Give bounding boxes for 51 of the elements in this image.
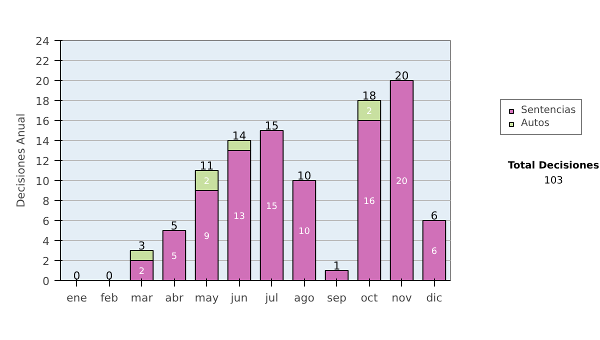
total-label: 20 [394, 70, 409, 82]
y-tick-label: 6 [42, 215, 50, 228]
y-tick-label: 4 [42, 235, 50, 248]
y-tick-label: 8 [42, 195, 50, 208]
y-axis-title: Decisiones Anual [14, 113, 28, 208]
y-tick-label: 22 [36, 55, 50, 68]
data-label: 2 [204, 177, 210, 187]
x-tick-label: sep [327, 292, 347, 304]
y-tick-label: 20 [36, 75, 50, 88]
x-tick-label: jun [230, 292, 248, 304]
x-tick-label: jul [264, 292, 278, 304]
legend-label: Sentencias [521, 105, 576, 116]
x-tick-label: may [194, 292, 220, 304]
data-label: 10 [298, 227, 310, 237]
y-tick-label: 2 [42, 255, 50, 268]
total-label: 1 [333, 260, 340, 272]
data-label: 2 [366, 107, 372, 117]
text: Total Decisiones [508, 160, 600, 172]
total-label: 14 [232, 130, 246, 142]
total-label: 5 [170, 220, 178, 232]
y-tick-label: 16 [36, 115, 50, 128]
x-tick-label: ene [66, 292, 88, 304]
total-label: 3 [138, 240, 146, 252]
y-tick-label: 18 [36, 95, 50, 108]
text: 103 [544, 176, 564, 187]
data-label: 2 [138, 267, 145, 277]
x-tick-label: dic [426, 292, 442, 304]
x-tick-label: mar [130, 292, 154, 304]
y-tick-label: 12 [36, 155, 50, 168]
total-label: 11 [200, 160, 214, 172]
total-label: 15 [264, 120, 279, 132]
data-label: 9 [204, 232, 210, 242]
total-label: 18 [362, 90, 376, 102]
data-label: 5 [171, 252, 178, 262]
y-tick-label: 0 [42, 275, 50, 288]
y-tick-label: 14 [36, 135, 50, 148]
data-label: 16 [364, 197, 376, 207]
total-label: 6 [430, 210, 438, 222]
x-tick-label: abr [165, 292, 184, 304]
y-tick-label: 24 [36, 35, 50, 48]
legend-label: Autos [521, 118, 550, 129]
data-label: 13 [234, 212, 245, 222]
data-label: 6 [431, 247, 438, 257]
data-label: 20 [396, 177, 408, 187]
y-tick-label: 10 [36, 175, 50, 188]
data-label: 15 [266, 202, 278, 212]
x-tick-label: feb [100, 292, 118, 304]
total-label: 10 [297, 170, 312, 182]
x-tick-label: ago [294, 292, 315, 304]
x-tick-label: oct [360, 292, 378, 304]
x-tick-label: nov [392, 292, 412, 304]
